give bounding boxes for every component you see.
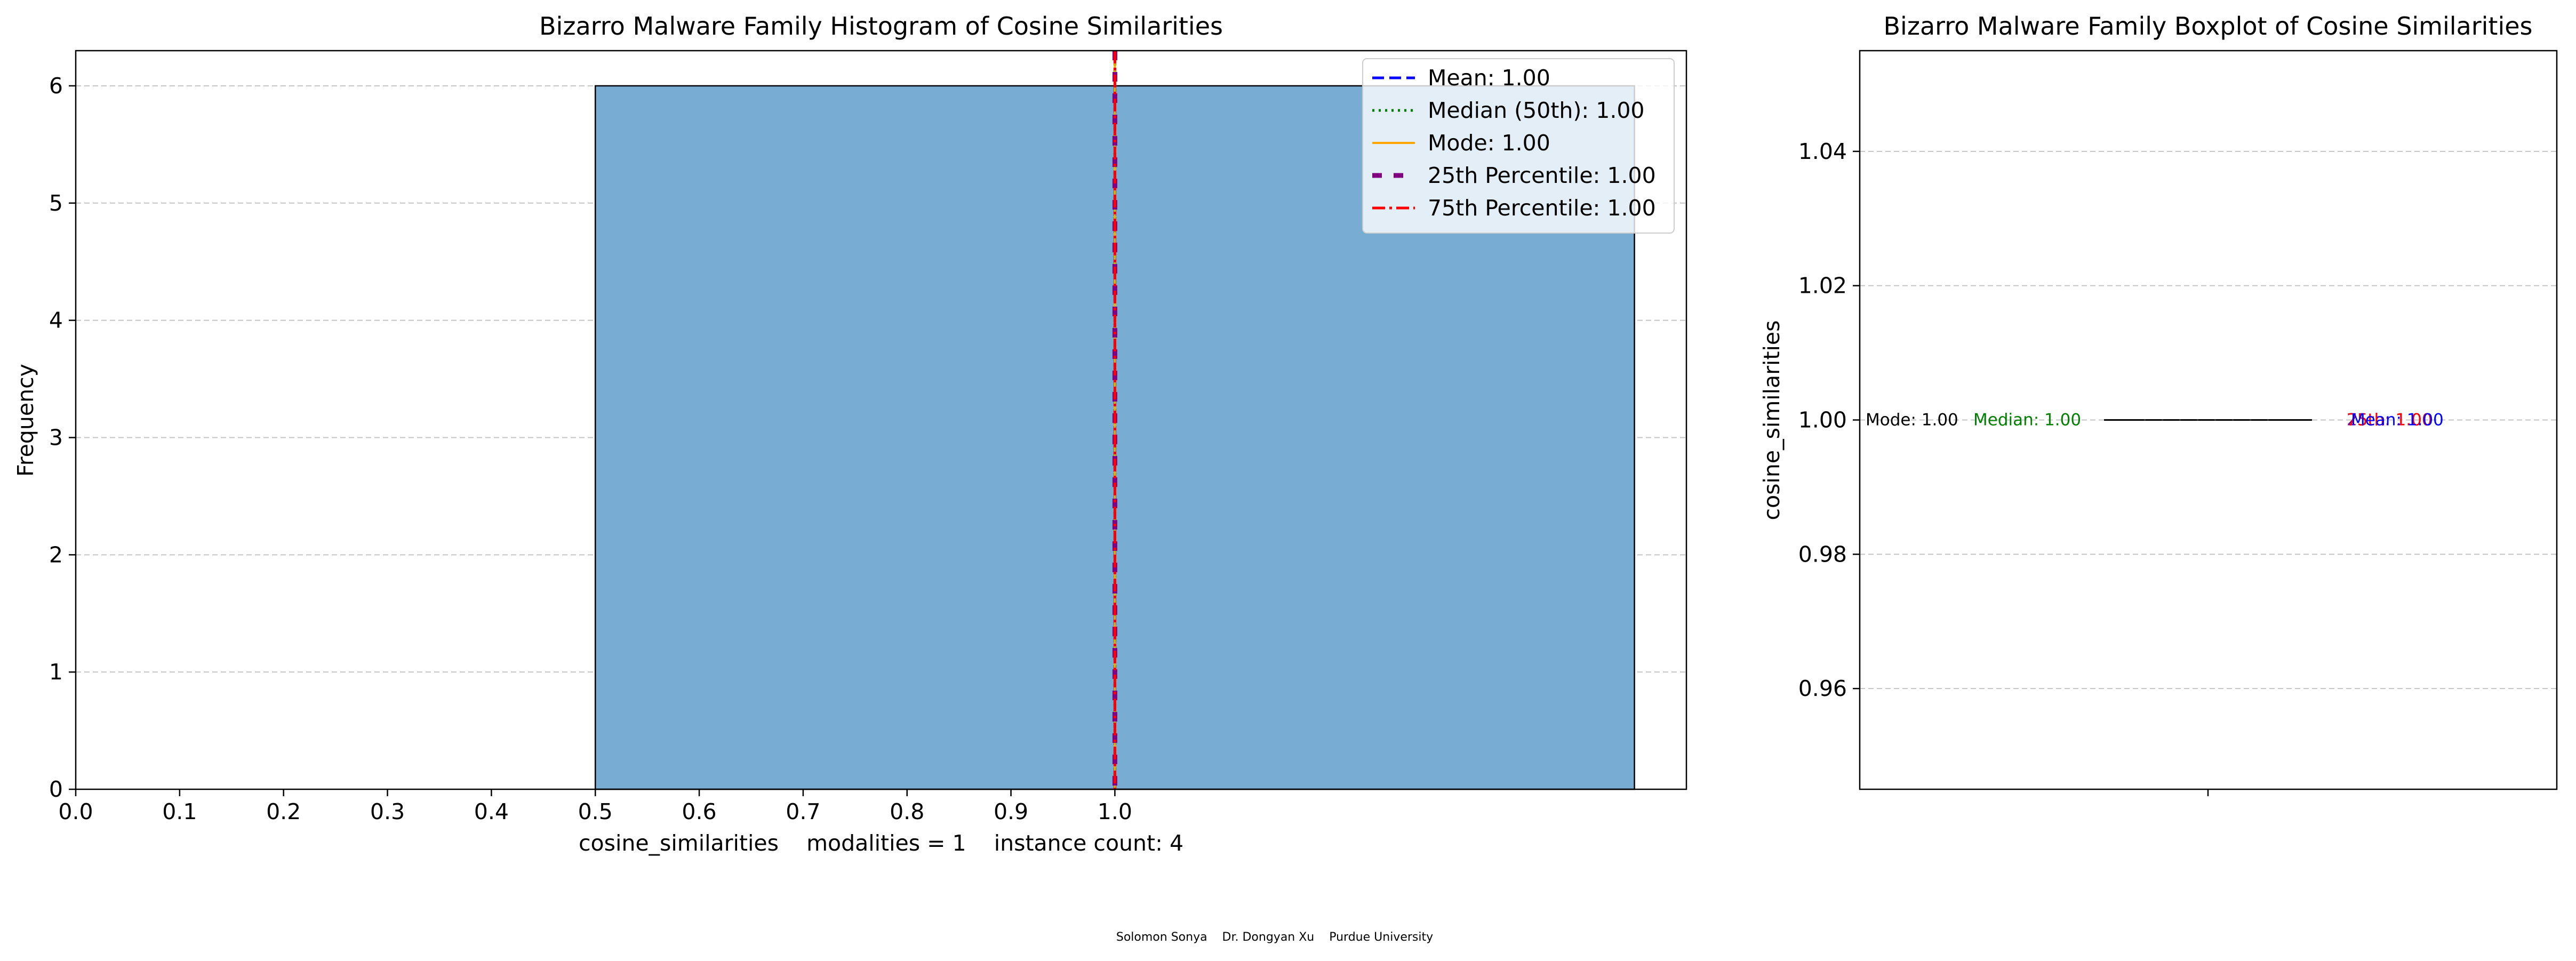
histogram-panel: Bizarro Malware Family Histogram of Cosi… bbox=[13, 12, 1687, 856]
histogram-legend-label: 25th Percentile: 1.00 bbox=[1428, 163, 1656, 188]
histogram-y-tick-label: 1 bbox=[49, 659, 63, 685]
boxplot-y-tick-label: 1.00 bbox=[1798, 407, 1847, 433]
histogram-x-ticks: 0.0 0.1 0.2 0.3 0.4 0.5 0.6 0.7 0.8 0.9 1.0 bbox=[58, 789, 1132, 824]
histogram-legend-label: 75th Percentile: 1.00 bbox=[1428, 195, 1656, 221]
boxplot-annotation: 25th: 1.00 bbox=[2347, 411, 2433, 430]
histogram-y-tick-label: 5 bbox=[49, 190, 63, 216]
histogram-legend: Mean: 1.00 Median (50th): 1.00 Mode: 1.00 2… bbox=[1362, 58, 1675, 234]
histogram-legend-label: Mode: 1.00 bbox=[1428, 130, 1550, 156]
histogram-y-tick-label: 4 bbox=[49, 308, 63, 333]
boxplot-y-axis-label: cosine_similarities bbox=[1759, 321, 1785, 520]
boxplot-annotation: Median: 1.00 bbox=[1973, 411, 2081, 430]
histogram-y-tick-label: 0 bbox=[49, 776, 63, 802]
histogram-x-tick-label: 0.2 bbox=[266, 799, 301, 824]
boxplot-title: Bizarro Malware Family Boxplot of Cosine… bbox=[1883, 12, 2532, 41]
boxplot-grid bbox=[1860, 150, 2557, 690]
histogram-x-tick-label: 0.3 bbox=[370, 799, 405, 824]
boxplot-y-tick-label: 0.96 bbox=[1798, 676, 1847, 701]
footer-credits: Solomon Sonya Dr. Dongyan Xu Purdue Univ… bbox=[1116, 931, 1433, 944]
histogram-axes-frame bbox=[75, 50, 1687, 790]
boxplot-annotation: 75th: 1.00 bbox=[2347, 411, 2433, 430]
histogram-x-tick-label: 0.1 bbox=[162, 799, 197, 824]
histogram-x-axis-label: cosine_similarities modalities = 1 insta… bbox=[579, 830, 1183, 856]
boxplot-y-ticks: 0.96 0.98 1.00 1.02 1.04 bbox=[1798, 139, 1860, 701]
boxplot-y-tick-label: 1.02 bbox=[1798, 273, 1847, 299]
histogram-y-tick-label: 3 bbox=[49, 425, 63, 450]
histogram-legend-label: Mean: 1.00 bbox=[1428, 65, 1550, 91]
boxplot-y-tick-label: 1.04 bbox=[1798, 139, 1847, 164]
histogram-legend-label: Median (50th): 1.00 bbox=[1428, 98, 1645, 123]
boxplot-annotation: Mode: 1.00 bbox=[1866, 411, 1958, 430]
histogram-x-tick-label: 0.7 bbox=[786, 799, 820, 824]
histogram-x-tick-label: 0.5 bbox=[578, 799, 613, 824]
histogram-x-tick-label: 0.8 bbox=[890, 799, 924, 824]
boxplot-y-tick-label: 0.98 bbox=[1798, 541, 1847, 567]
histogram-y-tick-label: 6 bbox=[49, 73, 63, 99]
histogram-legend-box bbox=[1362, 58, 1675, 234]
histogram-x-tick-label: 0.4 bbox=[474, 799, 509, 824]
histogram-y-tick-label: 2 bbox=[49, 542, 63, 567]
histogram-y-axis-label: Frequency bbox=[13, 364, 38, 477]
histogram-x-tick-label: 0.6 bbox=[682, 799, 716, 824]
histogram-y-ticks: 0 1 2 3 4 5 6 bbox=[49, 73, 76, 802]
boxplot-annotation: Mean: 1.00 bbox=[2351, 411, 2444, 430]
histogram-title: Bizarro Malware Family Histogram of Cosi… bbox=[539, 12, 1223, 41]
histogram-x-tick-label: 0.0 bbox=[58, 799, 93, 824]
histogram-x-tick-label: 0.9 bbox=[994, 799, 1028, 824]
histogram-x-tick-label: 1.0 bbox=[1098, 799, 1132, 824]
boxplot-panel: Bizarro Malware Family Boxplot of Cosine… bbox=[1759, 12, 2558, 796]
